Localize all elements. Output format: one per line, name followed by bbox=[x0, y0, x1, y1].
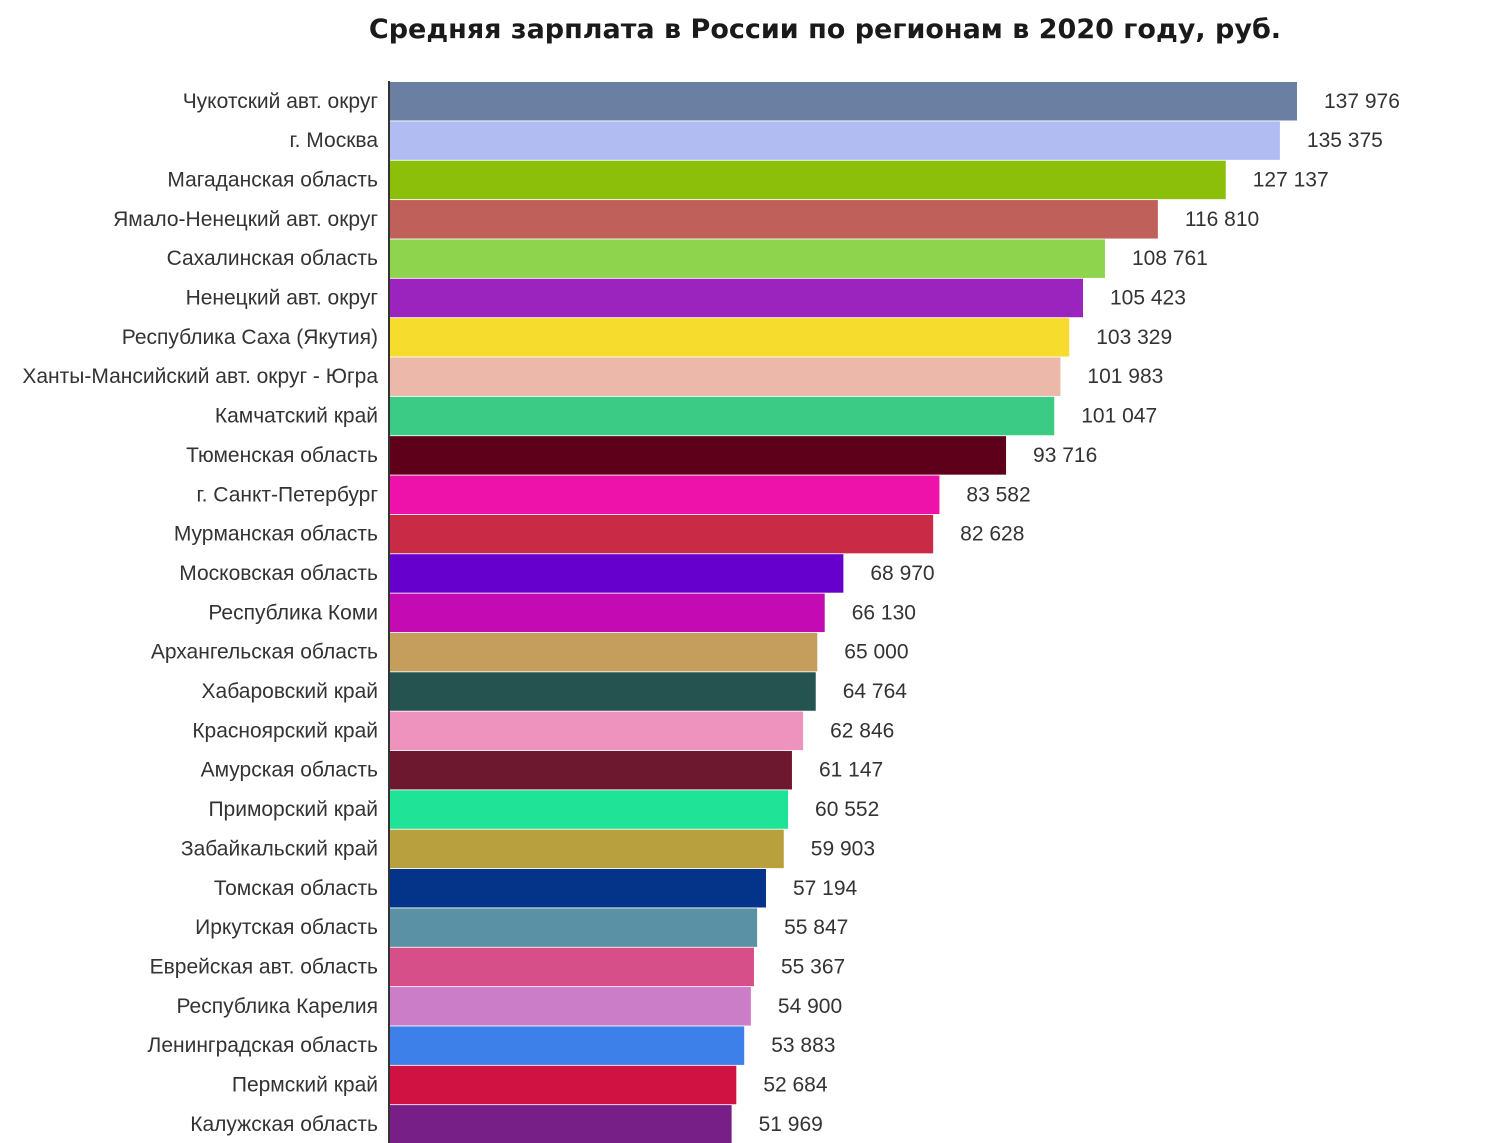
bar bbox=[390, 475, 940, 514]
bar bbox=[390, 987, 751, 1026]
category-label: Тюменская область bbox=[186, 444, 378, 467]
bar bbox=[390, 869, 766, 908]
value-label: 59 903 bbox=[811, 837, 875, 860]
value-label: 82 628 bbox=[960, 523, 1024, 546]
bar bbox=[390, 1026, 745, 1065]
value-label: 108 761 bbox=[1132, 247, 1208, 270]
bar bbox=[390, 357, 1061, 396]
category-label: Пермский край bbox=[232, 1074, 378, 1097]
value-label: 137 976 bbox=[1324, 90, 1400, 113]
category-label: Калужская область bbox=[190, 1113, 378, 1136]
category-label: Еврейская авт. область bbox=[150, 955, 378, 978]
category-label: Ненецкий авт. округ bbox=[186, 287, 379, 310]
category-label: Приморский край bbox=[208, 798, 378, 821]
category-label: г. Москва bbox=[290, 129, 379, 152]
value-label: 62 846 bbox=[830, 719, 894, 742]
bar bbox=[390, 1105, 732, 1143]
category-label: Ханты-Мансийский авт. округ - Югра bbox=[22, 365, 378, 388]
category-label: Магаданская область bbox=[167, 168, 378, 191]
category-label: Московская область bbox=[179, 562, 378, 585]
category-label: Красноярский край bbox=[192, 719, 378, 742]
bars-layer bbox=[390, 82, 1297, 1143]
category-label: Забайкальский край bbox=[181, 837, 378, 860]
category-label: Республика Саха (Якутия) bbox=[122, 326, 378, 349]
category-label: Мурманская область bbox=[174, 523, 378, 546]
category-label: Ленинградская область bbox=[148, 1034, 379, 1057]
bar bbox=[390, 514, 934, 554]
bar bbox=[390, 318, 1070, 357]
value-label: 116 810 bbox=[1185, 208, 1259, 231]
chart-title: Средняя зарплата в России по регионам в … bbox=[368, 14, 1282, 45]
value-label: 53 883 bbox=[771, 1034, 835, 1057]
category-label: Ямало-Ненецкий авт. округ bbox=[113, 208, 378, 231]
category-label: Республика Коми bbox=[208, 601, 378, 624]
value-label: 54 900 bbox=[778, 995, 842, 1018]
value-label: 135 375 bbox=[1307, 129, 1383, 152]
bar bbox=[390, 632, 818, 672]
value-label: 55 847 bbox=[784, 916, 848, 939]
value-label: 65 000 bbox=[844, 641, 908, 664]
bar bbox=[390, 82, 1297, 121]
bar bbox=[390, 1065, 737, 1105]
value-label: 61 147 bbox=[819, 759, 883, 782]
category-label: Томская область bbox=[214, 877, 378, 900]
category-label: Камчатский край bbox=[215, 405, 378, 428]
value-label: 55 367 bbox=[781, 955, 845, 978]
bar bbox=[390, 750, 792, 790]
bar bbox=[390, 672, 816, 711]
value-label: 60 552 bbox=[815, 798, 879, 821]
bar bbox=[390, 436, 1007, 475]
bar bbox=[390, 121, 1280, 160]
category-label: Амурская область bbox=[201, 759, 378, 782]
value-label: 52 684 bbox=[763, 1074, 828, 1097]
bar bbox=[390, 554, 844, 593]
bar bbox=[390, 160, 1226, 200]
bar bbox=[390, 908, 758, 947]
value-label: 64 764 bbox=[843, 680, 908, 703]
category-label: Чукотский авт. округ bbox=[183, 90, 379, 113]
value-label: 127 137 bbox=[1253, 168, 1329, 191]
value-label: 101 047 bbox=[1081, 405, 1157, 428]
bar bbox=[390, 947, 754, 987]
category-label: Хабаровский край bbox=[202, 680, 378, 703]
bar bbox=[390, 593, 825, 633]
category-label: Архангельская область bbox=[151, 641, 378, 664]
category-label: г. Санкт-Петербург bbox=[197, 483, 379, 506]
bar bbox=[390, 200, 1158, 239]
category-label: Сахалинская область bbox=[167, 247, 378, 270]
bar bbox=[390, 790, 789, 829]
bar bbox=[390, 278, 1084, 318]
value-label: 68 970 bbox=[870, 562, 934, 585]
labels-layer: Чукотский авт. округ 137 976 г. Москва 135 … bbox=[22, 90, 1400, 1136]
category-label: Иркутская область bbox=[195, 916, 378, 939]
value-label: 103 329 bbox=[1096, 326, 1172, 349]
bar bbox=[390, 396, 1055, 436]
category-label: Республика Карелия bbox=[176, 995, 378, 1018]
value-label: 66 130 bbox=[852, 601, 916, 624]
value-label: 105 423 bbox=[1110, 287, 1186, 310]
bar bbox=[390, 711, 804, 751]
bar bbox=[390, 829, 784, 869]
value-label: 93 716 bbox=[1033, 444, 1097, 467]
value-label: 101 983 bbox=[1087, 365, 1163, 388]
value-label: 57 194 bbox=[793, 877, 858, 900]
bar bbox=[390, 239, 1105, 278]
value-label: 51 969 bbox=[759, 1113, 823, 1136]
value-label: 83 582 bbox=[966, 483, 1030, 506]
